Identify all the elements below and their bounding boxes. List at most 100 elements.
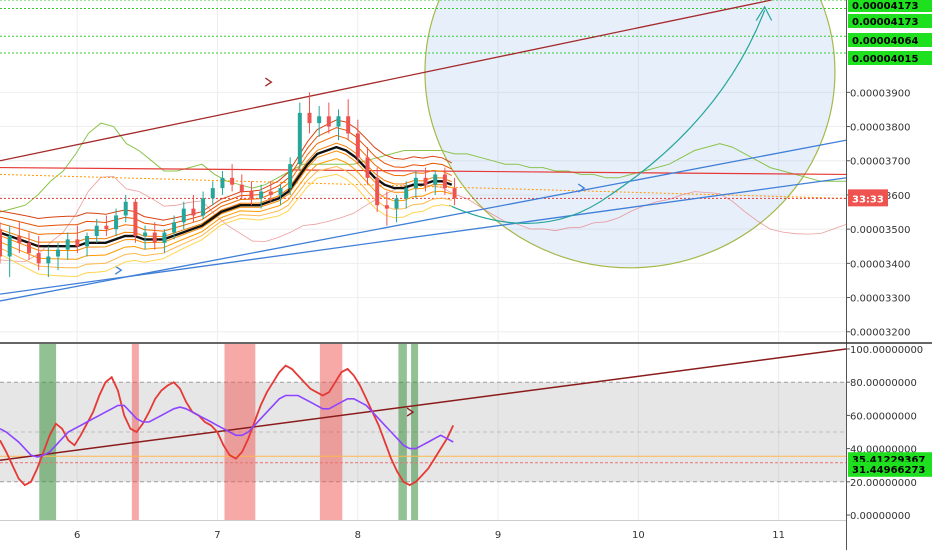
moving-average-black-line bbox=[0, 145, 453, 248]
osc-arrow-icon bbox=[406, 407, 415, 417]
x-tick-label: 10 bbox=[632, 530, 645, 541]
level-tag bbox=[848, 33, 932, 47]
osc-tick-label: 20.00000000 bbox=[850, 478, 917, 489]
candle-body bbox=[239, 184, 244, 192]
price-tick-label: 0.00003500 bbox=[850, 225, 910, 236]
ema-ribbon-line bbox=[0, 119, 453, 221]
candle-body bbox=[220, 177, 225, 189]
ema-ribbon-line bbox=[0, 127, 453, 227]
osc-value-tag-text: 31.44966273 bbox=[852, 465, 925, 476]
cloud-upper-line bbox=[0, 122, 846, 213]
orange-dotted-line bbox=[0, 173, 846, 199]
osc-series-purple bbox=[0, 394, 454, 458]
candle-body bbox=[210, 188, 215, 199]
candle-body bbox=[104, 225, 109, 230]
candle-body bbox=[56, 249, 61, 257]
x-tick-label: 9 bbox=[495, 530, 501, 541]
osc-value-tag bbox=[848, 461, 932, 477]
level-tag-text: 0.00004064 bbox=[852, 36, 918, 47]
level-tag-text: 0.00004015 bbox=[852, 54, 918, 65]
candle-body bbox=[75, 239, 80, 247]
candle-body bbox=[375, 177, 380, 206]
candle-body bbox=[442, 174, 447, 189]
candle-body bbox=[133, 201, 138, 236]
candle-body bbox=[27, 242, 32, 254]
osc-green-zone bbox=[39, 344, 57, 520]
candle-body bbox=[172, 222, 177, 233]
osc-tick-label: 100.00000000 bbox=[850, 345, 923, 356]
price-tick-label: 0.00003800 bbox=[850, 123, 910, 134]
level-tag bbox=[848, 51, 932, 65]
osc-tick-label: 0.00000000 bbox=[850, 511, 910, 522]
candle-body bbox=[365, 157, 370, 178]
trend-arrow-icon bbox=[577, 183, 586, 193]
candle-body bbox=[36, 253, 41, 264]
candle-body bbox=[346, 116, 351, 134]
candle-body bbox=[7, 235, 12, 257]
candle-body bbox=[94, 225, 99, 236]
candle-body bbox=[249, 191, 254, 199]
candle-body bbox=[201, 198, 206, 216]
level-tag bbox=[848, 0, 932, 12]
level-tag-text: 0.00004173 bbox=[852, 1, 918, 12]
level-tag-text: 0.00004173 bbox=[852, 17, 918, 28]
trend-arrow-icon bbox=[114, 265, 123, 275]
candle-body bbox=[394, 198, 399, 209]
oscillator-plot bbox=[0, 344, 846, 520]
ema-ribbon-line bbox=[0, 142, 452, 243]
candle-body bbox=[452, 188, 457, 199]
resistance-red-line bbox=[0, 166, 846, 176]
channel-upper-line bbox=[0, 0, 772, 162]
candle-body bbox=[404, 188, 409, 199]
x-tick-label: 7 bbox=[214, 530, 220, 541]
candle-body bbox=[413, 177, 418, 189]
candle-body bbox=[152, 232, 157, 243]
candle-body bbox=[433, 174, 438, 185]
price-tick-label: 0.00003300 bbox=[850, 294, 910, 305]
candle-body bbox=[297, 112, 302, 165]
candle-body bbox=[326, 116, 331, 127]
candle-body bbox=[143, 232, 148, 236]
current-price-tag-text: 33:33 bbox=[852, 194, 884, 205]
candle-body bbox=[336, 116, 341, 127]
osc-series-red bbox=[0, 364, 455, 487]
candle-body bbox=[278, 188, 283, 195]
candle-body bbox=[181, 208, 186, 223]
trendline-blue-lower bbox=[0, 177, 846, 295]
osc-green-zone bbox=[398, 344, 407, 520]
price-plot bbox=[0, 0, 846, 342]
osc-tick-label: 60.00000000 bbox=[850, 411, 917, 422]
osc-tick-label: 80.00000000 bbox=[850, 378, 917, 389]
candle-body bbox=[85, 235, 90, 247]
candle-body bbox=[191, 208, 196, 216]
ema-ribbon-line bbox=[0, 173, 452, 277]
candle-body bbox=[259, 191, 264, 199]
level-tag bbox=[848, 14, 932, 28]
candle-body bbox=[230, 177, 235, 185]
channel-arrow-icon bbox=[265, 77, 273, 87]
price-tick-label: 0.00003900 bbox=[850, 88, 910, 99]
x-tick-label: 11 bbox=[772, 530, 785, 541]
x-tick-label: 8 bbox=[355, 530, 361, 541]
candle-body bbox=[307, 112, 312, 124]
candle-body bbox=[317, 116, 322, 124]
candle-body bbox=[46, 256, 51, 264]
osc-red-zone bbox=[319, 344, 343, 520]
projection-curve bbox=[448, 10, 766, 225]
price-tick-label: 0.00003400 bbox=[850, 259, 910, 270]
candle-body bbox=[288, 164, 293, 189]
candle-body bbox=[0, 229, 2, 257]
candle-body bbox=[123, 201, 128, 216]
candle-body bbox=[268, 191, 273, 195]
osc-trendline bbox=[0, 348, 846, 461]
osc-green-zone bbox=[411, 344, 419, 520]
candle-body bbox=[384, 205, 389, 209]
osc-tick-label: 40.00000000 bbox=[850, 445, 917, 456]
candle-body bbox=[162, 232, 167, 243]
ema-ribbon-line bbox=[0, 134, 452, 235]
candle-body bbox=[65, 239, 70, 250]
candle-body bbox=[423, 177, 428, 185]
osc-value-tag-text: 35.41229367 bbox=[852, 455, 925, 466]
